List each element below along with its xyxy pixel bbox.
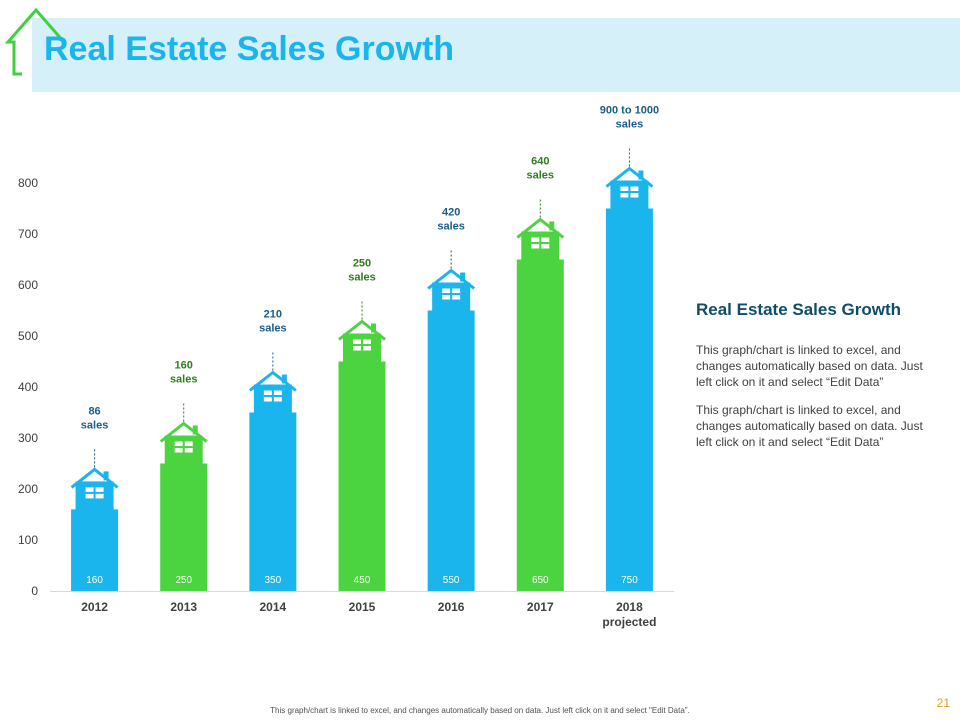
- annotation-label: sales: [527, 170, 555, 182]
- annotation-label: sales: [259, 323, 287, 335]
- y-tick-label: 600: [18, 278, 38, 292]
- bar-value-label: 750: [621, 575, 638, 586]
- side-panel-paragraph: This graph/chart is linked to excel, and…: [696, 403, 923, 449]
- y-tick-label: 800: [18, 176, 38, 190]
- house-roof: [605, 166, 654, 188]
- house-roof: [248, 370, 297, 392]
- bar: [516, 259, 564, 591]
- house-icon: [427, 268, 476, 312]
- bar: [338, 361, 386, 591]
- annotation-label: sales: [437, 221, 465, 233]
- bar: [249, 412, 297, 591]
- side-panel-paragraph: This graph/chart is linked to excel, and…: [696, 343, 923, 389]
- house-chimney: [460, 272, 466, 282]
- bar: [71, 509, 119, 591]
- bar-value-label: 650: [532, 575, 549, 586]
- house-chimney: [549, 221, 555, 231]
- y-tick-label: 0: [31, 584, 38, 598]
- title-band: [32, 18, 960, 92]
- annotation-label: sales: [348, 272, 376, 284]
- y-tick-label: 100: [18, 533, 38, 547]
- house-icon: [159, 421, 208, 465]
- house-chimney: [638, 170, 644, 180]
- house-icon: [70, 467, 119, 511]
- x-tick-label: projected: [602, 615, 656, 629]
- annotation-label: 420: [442, 207, 460, 219]
- house-roof: [427, 268, 476, 290]
- y-tick-label: 700: [18, 227, 38, 241]
- side-panel: Real Estate Sales Growth This graph/char…: [696, 300, 936, 462]
- side-panel-title: Real Estate Sales Growth: [696, 300, 902, 319]
- y-tick-label: 300: [18, 431, 38, 445]
- bar: [427, 310, 475, 591]
- annotation-label: sales: [170, 374, 198, 386]
- annotation-label: 86: [88, 405, 100, 417]
- bar-value-label: 350: [265, 575, 282, 586]
- annotation-label: sales: [616, 119, 644, 131]
- x-tick-label: 2017: [527, 600, 554, 614]
- y-tick-label: 400: [18, 380, 38, 394]
- bar: [605, 208, 653, 591]
- house-icon: [338, 319, 386, 363]
- house-chimney: [371, 323, 376, 333]
- bar-value-label: 250: [175, 575, 192, 586]
- house-icon: [248, 370, 297, 414]
- x-tick-label: 2016: [438, 600, 465, 614]
- house-chimney: [192, 425, 198, 435]
- bar-value-label: 550: [443, 575, 460, 586]
- house-chimney: [281, 374, 287, 384]
- house-icon: [605, 166, 654, 210]
- x-tick-label: 2015: [349, 600, 376, 614]
- bar-value-label: 160: [86, 575, 103, 586]
- y-tick-label: 500: [18, 329, 38, 343]
- annotation-label: 900 to 1000: [600, 105, 659, 117]
- house-roof: [338, 319, 386, 341]
- bar: [160, 463, 208, 591]
- house-roof: [70, 467, 119, 489]
- annotation-label: 250: [353, 258, 371, 270]
- x-tick-label: 2013: [170, 600, 197, 614]
- y-tick-label: 200: [18, 482, 38, 496]
- x-tick-label: 2012: [81, 600, 108, 614]
- house-roof: [516, 217, 565, 239]
- x-tick-label: 2018: [616, 600, 643, 614]
- x-tick-label: 2014: [260, 600, 287, 614]
- house-icon: [516, 217, 565, 261]
- house-roof: [159, 421, 208, 443]
- house-chimney: [103, 471, 109, 481]
- annotation-label: 160: [175, 360, 193, 372]
- annotation-label: sales: [81, 419, 109, 431]
- footer-note: This graph/chart is linked to excel, and…: [270, 706, 690, 715]
- annotation-label: 640: [531, 156, 549, 168]
- bar-value-label: 450: [354, 575, 371, 586]
- sales-bar-chart: 0 100 200 300 400 500 600 700 800 86 sales 160 2012 1…: [18, 105, 674, 629]
- page-number: 21: [936, 696, 950, 710]
- annotation-label: 210: [264, 309, 282, 321]
- house-logo-icon: [4, 7, 64, 76]
- page-title: Real Estate Sales Growth: [44, 30, 455, 68]
